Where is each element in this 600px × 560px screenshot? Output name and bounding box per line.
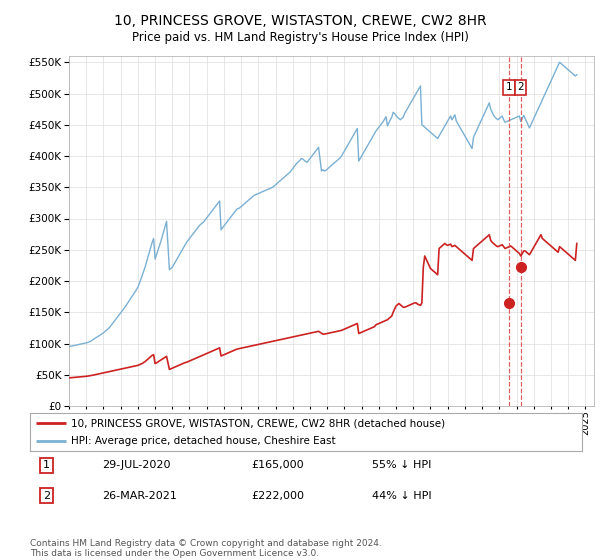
Text: HPI: Average price, detached house, Cheshire East: HPI: Average price, detached house, Ches… — [71, 436, 336, 446]
Text: 1: 1 — [506, 82, 512, 92]
Text: Price paid vs. HM Land Registry's House Price Index (HPI): Price paid vs. HM Land Registry's House … — [131, 31, 469, 44]
Text: 2: 2 — [43, 491, 50, 501]
Text: £222,000: £222,000 — [251, 491, 304, 501]
Text: Contains HM Land Registry data © Crown copyright and database right 2024.
This d: Contains HM Land Registry data © Crown c… — [30, 539, 382, 558]
Text: 26-MAR-2021: 26-MAR-2021 — [102, 491, 176, 501]
Text: 2: 2 — [517, 82, 524, 92]
Text: 55% ↓ HPI: 55% ↓ HPI — [372, 460, 431, 470]
Text: 10, PRINCESS GROVE, WISTASTON, CREWE, CW2 8HR: 10, PRINCESS GROVE, WISTASTON, CREWE, CW… — [113, 14, 487, 28]
Text: £165,000: £165,000 — [251, 460, 304, 470]
Text: 1: 1 — [43, 460, 50, 470]
Text: 29-JUL-2020: 29-JUL-2020 — [102, 460, 170, 470]
Text: 10, PRINCESS GROVE, WISTASTON, CREWE, CW2 8HR (detached house): 10, PRINCESS GROVE, WISTASTON, CREWE, CW… — [71, 418, 446, 428]
Text: 44% ↓ HPI: 44% ↓ HPI — [372, 491, 432, 501]
